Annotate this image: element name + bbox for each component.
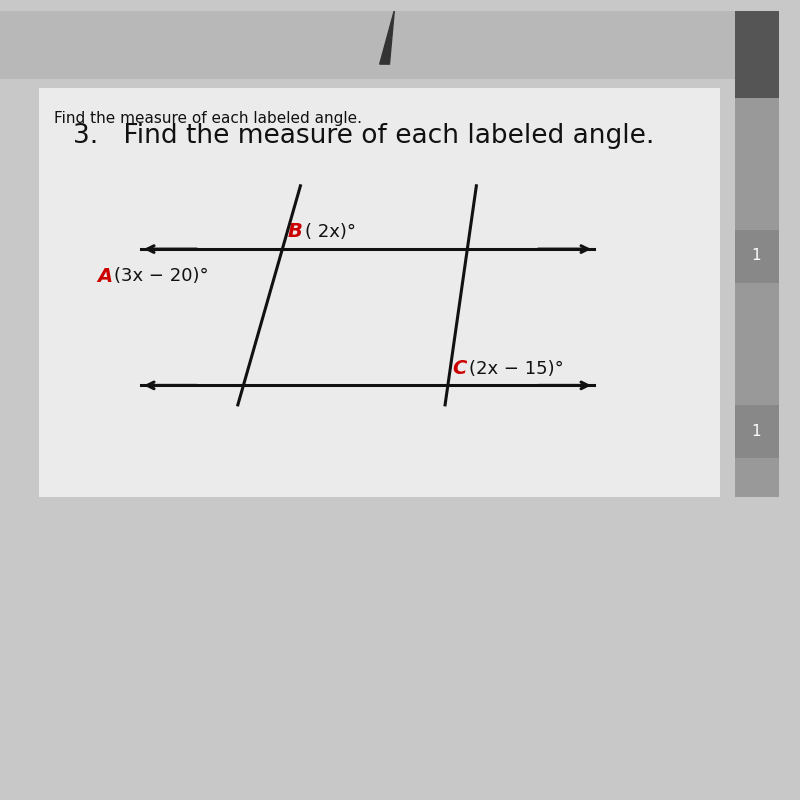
Bar [735, 230, 779, 283]
Text: 1: 1 [752, 424, 762, 438]
Bar [735, 10, 779, 98]
Text: B: B [287, 222, 302, 242]
Polygon shape [380, 10, 394, 64]
Text: 3.   Find the measure of each labeled angle.: 3. Find the measure of each labeled angl… [73, 122, 654, 149]
Text: Find the measure of each labeled angle.: Find the measure of each labeled angle. [54, 111, 362, 126]
Text: A: A [98, 266, 113, 286]
Bar [735, 405, 779, 458]
Bar [39, 89, 721, 498]
Text: (2x − 15)°: (2x − 15)° [470, 360, 564, 378]
Text: 1: 1 [752, 249, 762, 263]
Text: ( 2x)°: ( 2x)° [305, 223, 356, 242]
Bar [735, 89, 779, 498]
Text: (3x − 20)°: (3x − 20)° [114, 266, 209, 285]
Bar [0, 10, 779, 78]
Text: C: C [453, 358, 467, 378]
